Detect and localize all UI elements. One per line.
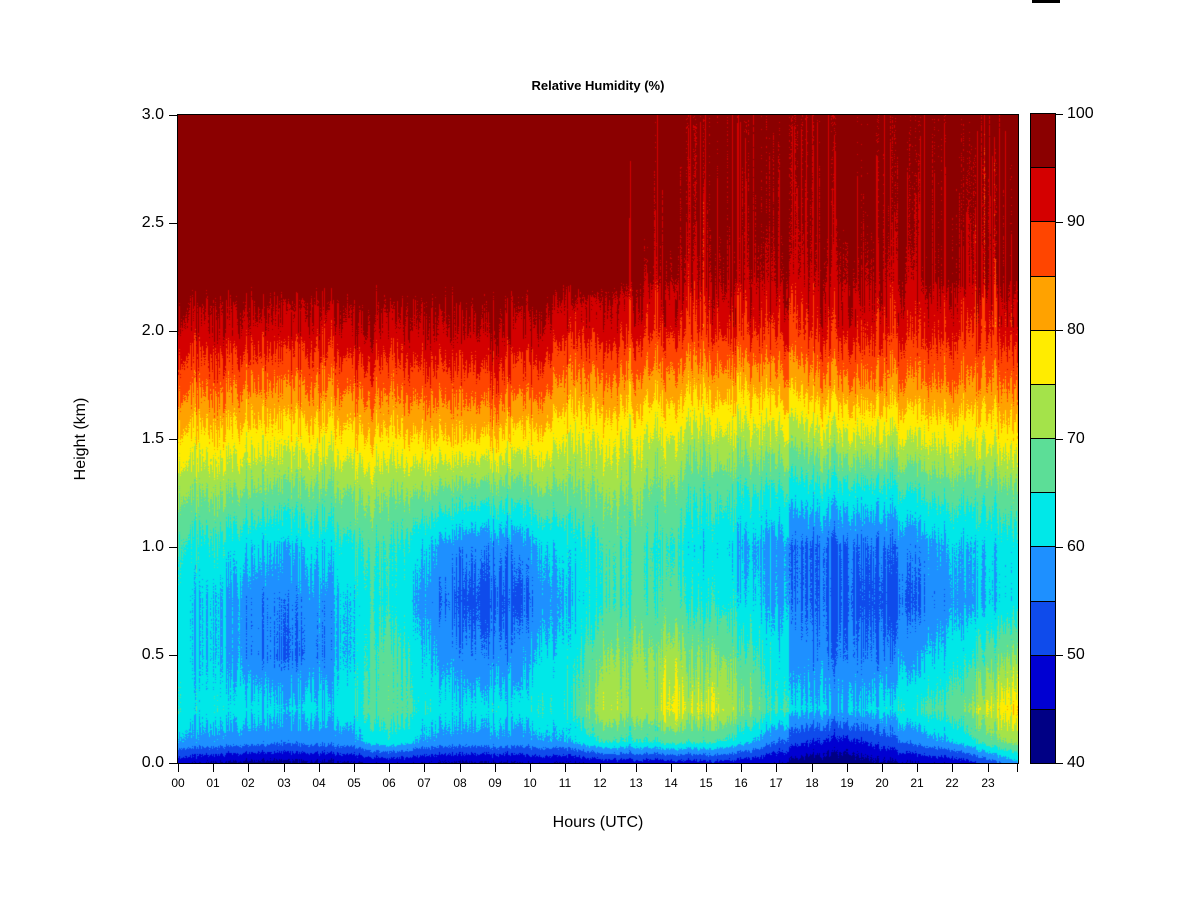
x-axis-tick <box>952 764 953 772</box>
chart-title: Relative Humidity (%) <box>531 78 665 93</box>
x-axis-tick <box>812 764 813 772</box>
x-axis-tick <box>213 764 214 772</box>
x-axis-tick <box>882 764 883 772</box>
x-axis-tick-label: 19 <box>840 776 854 790</box>
y-axis-tick <box>169 546 177 548</box>
colorbar-tick <box>1056 221 1063 223</box>
x-axis-tick-label: 13 <box>629 776 643 790</box>
x-axis-tick <box>917 764 918 772</box>
y-axis-tick-label: 0.5 <box>141 646 164 663</box>
y-axis-tick <box>169 762 177 764</box>
window-edge-artifact <box>1032 0 1060 3</box>
colorbar-segment <box>1031 383 1055 439</box>
x-axis-tick <box>319 764 320 772</box>
colorbar-segment <box>1031 600 1055 655</box>
colorbar-segment <box>1031 708 1055 764</box>
x-axis-tick-label: 18 <box>805 776 819 790</box>
x-axis-tick <box>706 764 707 772</box>
x-axis-tick-label: 21 <box>910 776 924 790</box>
colorbar-segment <box>1031 221 1055 276</box>
y-axis-tick-label: 1.0 <box>141 538 164 555</box>
x-axis-tick-label: 22 <box>945 776 959 790</box>
x-axis-tick-label: 09 <box>488 776 502 790</box>
colorbar-segment <box>1031 492 1055 547</box>
x-axis-tick <box>178 764 179 772</box>
colorbar-tick <box>1056 546 1063 548</box>
y-axis-tick-label: 2.5 <box>141 214 164 231</box>
x-axis-tick <box>741 764 742 772</box>
y-axis-tick <box>169 222 177 224</box>
y-axis-tick <box>169 114 177 116</box>
colorbar-segment <box>1031 167 1055 222</box>
plot-area <box>177 114 1019 764</box>
x-axis-tick <box>776 764 777 772</box>
colorbar-tick <box>1056 329 1063 331</box>
x-axis-tick <box>354 764 355 772</box>
x-axis-tick-label: 08 <box>453 776 467 790</box>
y-axis-tick-label: 2.0 <box>141 322 164 339</box>
colorbar-segment <box>1031 275 1055 330</box>
colorbar-tick <box>1056 438 1063 440</box>
x-axis-tick-label: 05 <box>347 776 361 790</box>
x-axis-tick <box>495 764 496 772</box>
colorbar-segment <box>1031 114 1055 168</box>
x-axis-tick-label: 03 <box>277 776 291 790</box>
x-axis-tick-label: 10 <box>523 776 537 790</box>
colorbar-tick-label: 90 <box>1067 213 1085 230</box>
y-axis-title: Height (km) <box>72 397 89 481</box>
x-axis-tick-label: 15 <box>699 776 713 790</box>
x-axis-tick-label: 00 <box>171 776 185 790</box>
x-axis-end-tick <box>1017 764 1018 772</box>
colorbar-segment <box>1031 654 1055 709</box>
colorbar-tick-label: 100 <box>1067 105 1094 122</box>
x-axis-tick <box>248 764 249 772</box>
colorbar-segment <box>1031 438 1055 493</box>
y-axis-tick-label: 0.0 <box>141 754 164 771</box>
x-axis-tick <box>671 764 672 772</box>
colorbar <box>1030 113 1056 764</box>
colorbar-tick-label: 60 <box>1067 538 1085 555</box>
x-axis-tick <box>847 764 848 772</box>
x-axis-tick <box>600 764 601 772</box>
x-axis-tick-label: 04 <box>312 776 326 790</box>
x-axis-tick-label: 01 <box>206 776 220 790</box>
x-axis-title: Hours (UTC) <box>552 814 644 831</box>
x-axis-tick <box>460 764 461 772</box>
colorbar-segment <box>1031 329 1055 384</box>
colorbar-tick-label: 40 <box>1067 754 1085 771</box>
x-axis-tick-label: 06 <box>382 776 396 790</box>
y-axis-tick <box>169 330 177 332</box>
x-axis-tick-label: 17 <box>769 776 783 790</box>
humidity-heatmap-canvas <box>178 115 1018 763</box>
y-axis-tick <box>169 654 177 656</box>
y-axis-tick <box>169 438 177 440</box>
x-axis-tick-label: 14 <box>664 776 678 790</box>
x-axis-tick-label: 11 <box>558 776 572 790</box>
x-axis-tick <box>636 764 637 772</box>
x-axis-tick <box>424 764 425 772</box>
x-axis-tick <box>284 764 285 772</box>
x-axis-tick-label: 02 <box>241 776 255 790</box>
x-axis-tick <box>389 764 390 772</box>
y-axis-tick-label: 3.0 <box>141 106 164 123</box>
x-axis-tick <box>988 764 989 772</box>
x-axis-tick <box>565 764 566 772</box>
x-axis-tick-label: 23 <box>981 776 995 790</box>
x-axis-tick <box>530 764 531 772</box>
x-axis-tick-label: 07 <box>417 776 431 790</box>
colorbar-tick <box>1056 654 1063 656</box>
colorbar-tick-label: 80 <box>1067 321 1085 338</box>
x-axis-tick-label: 20 <box>875 776 889 790</box>
y-axis-tick-label: 1.5 <box>141 430 164 447</box>
colorbar-segment <box>1031 546 1055 601</box>
colorbar-tick-label: 70 <box>1067 430 1085 447</box>
colorbar-tick-label: 50 <box>1067 646 1085 663</box>
x-axis-tick-label: 12 <box>593 776 607 790</box>
colorbar-tick <box>1056 762 1063 764</box>
colorbar-tick <box>1056 113 1063 115</box>
x-axis-tick-label: 16 <box>734 776 748 790</box>
